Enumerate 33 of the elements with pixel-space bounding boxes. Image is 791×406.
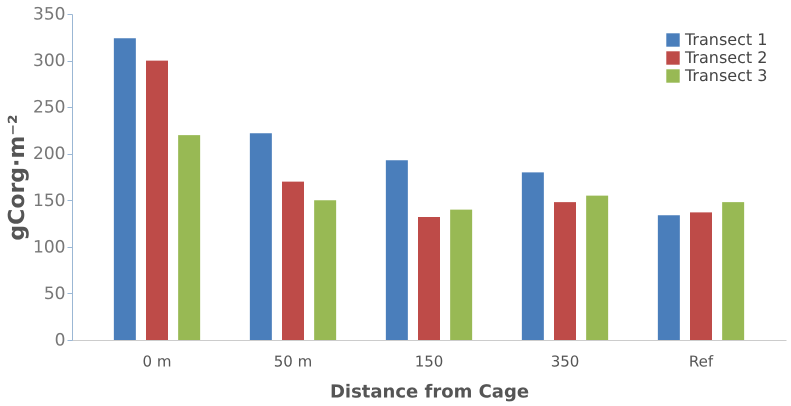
x-tick-label: 50 m <box>274 352 312 370</box>
legend-label: Transect 1 <box>684 30 768 49</box>
bar <box>554 202 576 340</box>
bar <box>178 135 200 340</box>
bar <box>114 38 136 340</box>
y-tick-label: 150 <box>33 190 66 211</box>
y-tick-label: 50 <box>44 284 66 304</box>
bar <box>690 212 712 340</box>
y-tick-label: 300 <box>33 51 66 72</box>
y-tick-label: 100 <box>33 237 66 258</box>
y-tick-label: 0 <box>54 330 66 350</box>
bar <box>146 60 168 340</box>
legend-label: Transect 3 <box>684 66 768 85</box>
y-tick-label: 250 <box>33 98 66 118</box>
x-tick-label: 150 <box>414 352 444 370</box>
bar <box>658 215 680 340</box>
bar <box>282 182 304 340</box>
bar <box>418 217 440 340</box>
y-axis-title: gCorg·m⁻² <box>5 114 30 241</box>
x-tick-label: 350 <box>550 352 580 370</box>
x-tick-label: 0 m <box>142 352 172 370</box>
bar <box>522 172 544 340</box>
y-tick-label: 350 <box>33 4 66 24</box>
x-tick-label: Ref <box>688 352 714 370</box>
x-axis-title: Distance from Cage <box>330 382 530 402</box>
bar <box>386 160 408 340</box>
bar <box>450 210 472 340</box>
y-tick-label: 200 <box>33 144 66 164</box>
legend-label: Transect 2 <box>684 48 768 67</box>
bar <box>586 196 608 340</box>
bar <box>250 133 272 340</box>
bar <box>314 200 336 340</box>
bar <box>722 202 744 340</box>
